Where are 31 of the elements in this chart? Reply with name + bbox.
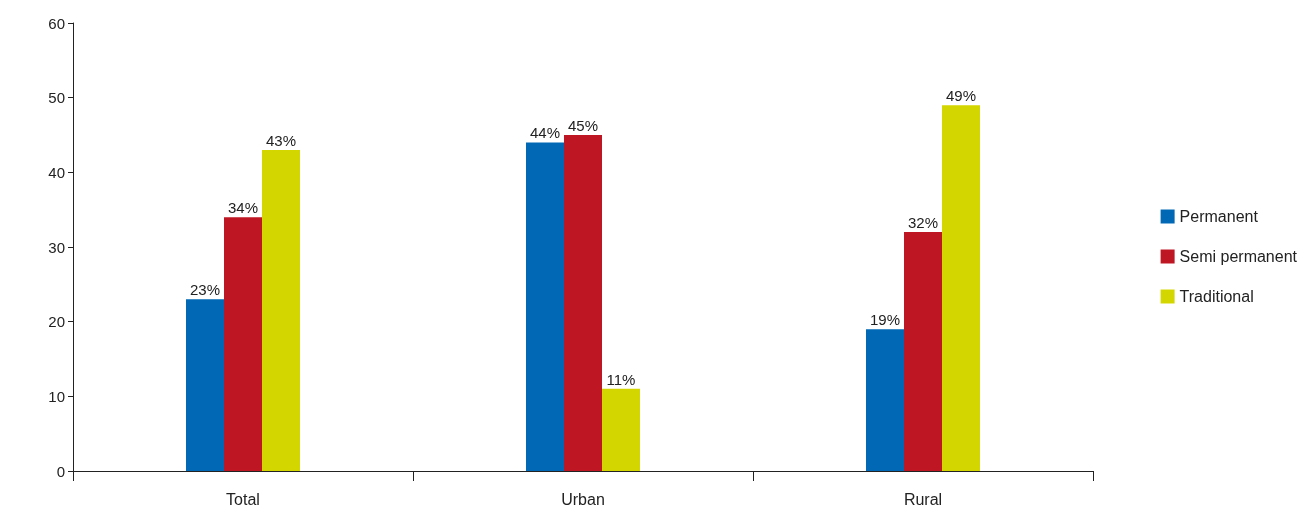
y-tick-label: 30: [48, 238, 65, 256]
y-tick-label: 60: [48, 14, 65, 32]
data-label: 19%: [869, 311, 901, 329]
data-label: 11%: [606, 370, 636, 388]
x-tick-label: Urban: [561, 490, 605, 508]
y-tick-label: 20: [48, 313, 65, 331]
data-label: 45%: [567, 117, 599, 134]
bar: [262, 149, 300, 471]
x-tick-label: Total: [226, 490, 260, 508]
data-label: 34%: [227, 199, 259, 217]
legend-label: Traditional: [1179, 288, 1254, 305]
bar: [904, 232, 942, 471]
bar: [526, 142, 564, 471]
y-tick-label: 40: [48, 163, 65, 181]
y-tick-label: 50: [48, 89, 65, 107]
data-label: 49%: [945, 87, 977, 105]
y-tick-label: 10: [48, 387, 65, 405]
legend-label: Semi permanent: [1179, 248, 1298, 265]
x-tick-label: Rural: [903, 490, 943, 508]
bar: [224, 217, 262, 471]
data-label: 43%: [265, 131, 297, 149]
y-tick-label: 0: [56, 462, 65, 480]
bar: [186, 299, 224, 471]
data-label: 44%: [529, 124, 561, 142]
bar: [942, 105, 980, 471]
bar: [602, 388, 640, 471]
legend-label: Permanent: [1179, 208, 1259, 225]
data-label: 23%: [189, 281, 221, 299]
data-label: 32%: [907, 214, 939, 232]
bar: [564, 135, 602, 471]
bar: [866, 329, 904, 471]
